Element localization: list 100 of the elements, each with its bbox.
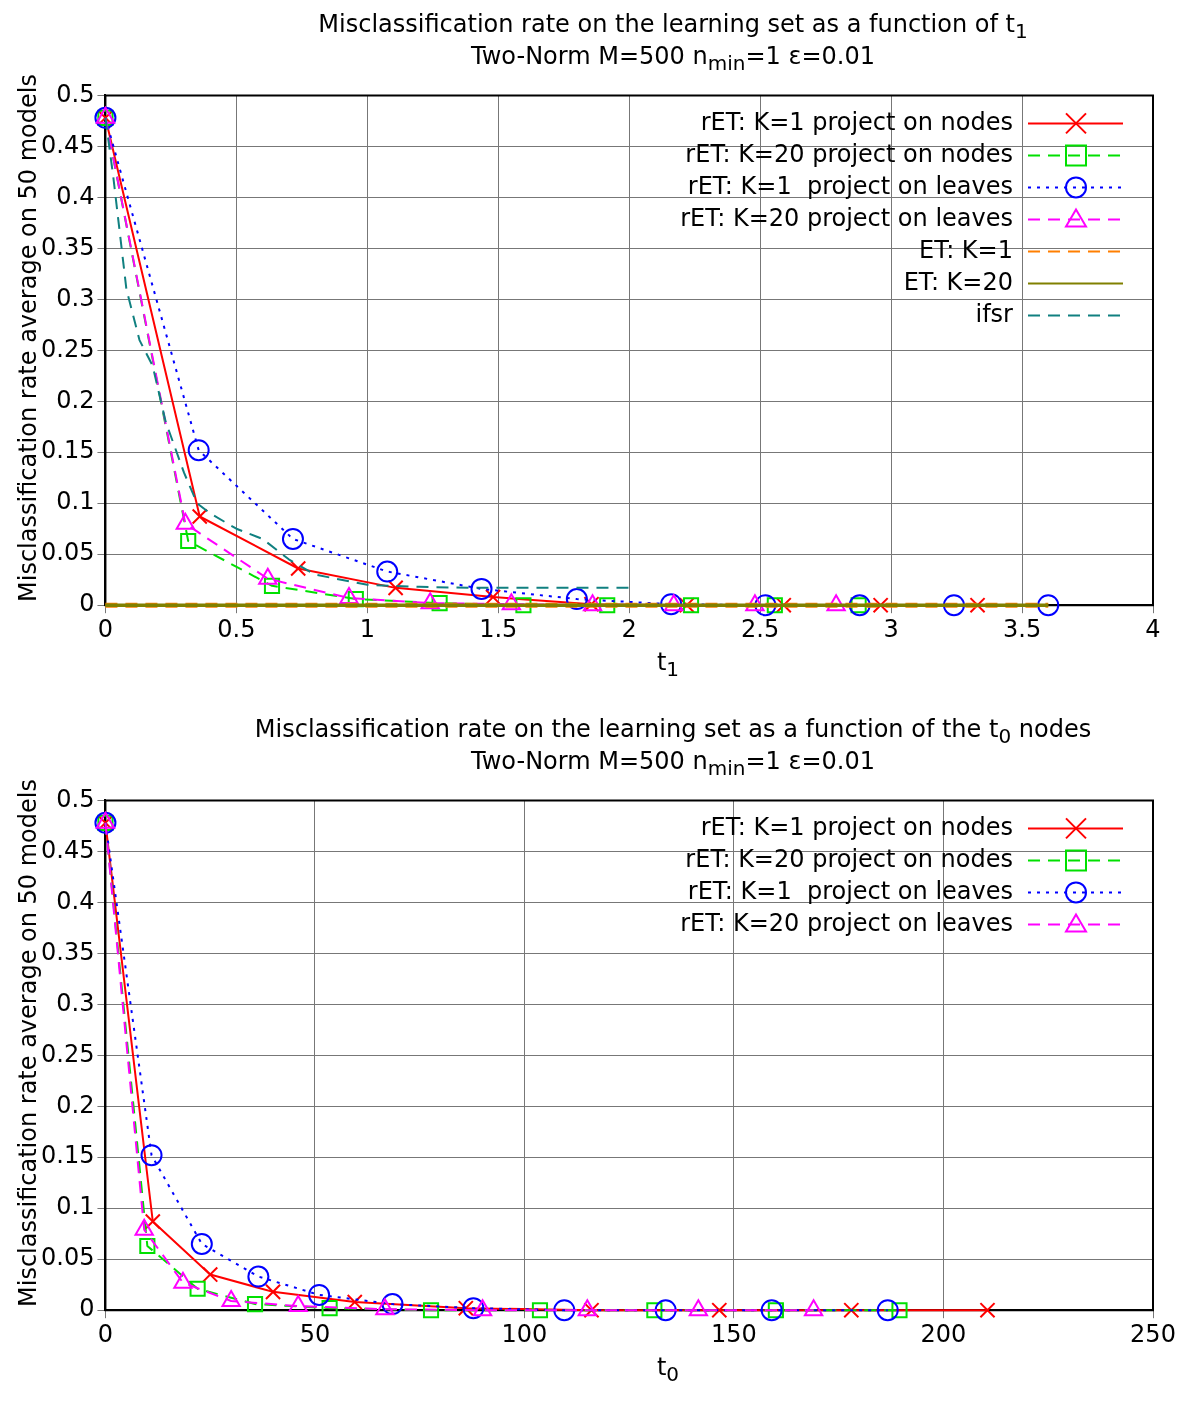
point [281,527,304,550]
y-tick-label: 0.15 [41,436,95,465]
y-tick-label: 0.45 [41,130,95,159]
point [264,1283,282,1300]
x-tick-label: 1 [359,614,375,643]
point [843,1302,860,1319]
y-tick-label: 0.1 [56,487,95,516]
point [942,594,965,617]
point [422,1302,440,1319]
y-tick-label: 0.3 [56,283,95,312]
x-tick-label: 0 [97,1319,114,1348]
y-tick-label: 0.45 [41,835,95,864]
point [979,1302,996,1319]
legend-label: rET: K=20 project on leaves [680,203,1013,232]
point [872,597,889,614]
x-axis-title: t$_{0}$ [655,1353,681,1386]
legend-label: rET: K=1 project on nodes [700,812,1013,841]
point [553,1299,576,1322]
point [462,1297,485,1320]
legend-label: rET: K=20 project on nodes [685,844,1013,873]
y-tick-label: 0.05 [41,538,95,567]
point [321,1300,338,1317]
x-tick-label: 150 [711,1319,757,1348]
x-tick-label: 3 [883,614,899,643]
legend-label: rET: K=20 project on nodes [685,139,1013,168]
point [775,597,792,614]
point [565,588,588,611]
point [431,595,448,612]
point [711,1302,728,1319]
x-tick-label: 2.5 [741,614,780,643]
x-tick-label: 0 [97,614,114,643]
point [139,1237,156,1255]
x-tick-label: 2 [621,614,637,643]
y-tick-label: 0.2 [56,385,95,414]
y-tick-label: 0.4 [56,181,95,210]
point [190,1232,213,1255]
x-axis-title: t$_{1}$ [655,648,681,681]
chart-subtitle: Two-Norm M=500 n$_{min}$=1 ε=0.01 [470,42,876,75]
point [754,594,777,617]
point [290,560,307,577]
point [766,597,783,614]
point [376,560,399,583]
x-tick-label: 200 [920,1319,967,1348]
x-tick-label: 0.5 [217,614,256,643]
point [484,588,502,606]
point [189,1280,206,1297]
y-tick-label: 0.4 [56,886,95,915]
legend-label: rET: K=1 project on nodes [700,107,1013,136]
point [187,439,210,462]
y-tick-label: 0.35 [41,232,95,261]
y-tick-label: 0.1 [56,1192,95,1221]
legend-label: rET: K=1 project on leaves [687,876,1013,905]
point [263,577,281,594]
point [515,597,532,614]
y-tick-label: 0.25 [41,1039,95,1068]
point [646,1302,663,1319]
chart-title: Misclassification rate on the learning set as a function of t$_{1}$ [317,10,1029,43]
point [531,1302,549,1319]
legend-label: rET: K=20 project on leaves [680,908,1013,937]
point [246,1296,264,1313]
point [308,1283,331,1306]
legend-label: ET: K=1 [918,235,1013,264]
legend-label: rET: K=1 project on leaves [687,171,1013,200]
y-axis-title: Misclassification rate average on 50 models [14,779,42,1307]
point [387,579,404,596]
y-tick-label: 0.35 [41,937,95,966]
x-tick-label: 100 [501,1319,548,1348]
point [202,1266,219,1283]
y-tick-label: 0.5 [56,79,95,108]
x-tick-label: 50 [299,1319,331,1348]
point [346,1293,363,1311]
point [191,508,208,525]
point [470,577,493,600]
point [891,1302,908,1319]
point [1037,594,1060,617]
point [760,1299,783,1322]
point [876,1299,899,1322]
x-tick-label: 250 [1130,1319,1176,1348]
point [682,597,700,614]
x-tick-label: 3.5 [1002,614,1042,643]
chart-subtitle: Two-Norm M=500 n$_{min}$=1 ε=0.01 [470,747,876,780]
point [599,597,616,614]
point [247,1265,270,1288]
x-tick-label: 4 [1145,614,1161,643]
y-tick-label: 0 [79,589,95,618]
legend-label: ET: K=20 [903,267,1013,296]
legend-label: ifsr [975,299,1014,328]
y-tick-label: 0 [79,1294,95,1323]
y-axis-title: Misclassification rate average on 50 models [14,74,42,602]
point [180,532,197,550]
chart-title: Misclassification rate on the learning set as a function of the t$_{0}$ nodes [253,715,1093,748]
y-tick-label: 0.3 [56,988,95,1017]
point [381,1293,404,1316]
point [654,1299,677,1322]
point [583,1302,600,1319]
y-tick-label: 0.2 [56,1090,95,1119]
y-tick-label: 0.25 [41,334,95,363]
y-tick-label: 0.15 [41,1141,95,1170]
point [140,1144,163,1167]
y-tick-label: 0.05 [41,1243,95,1272]
